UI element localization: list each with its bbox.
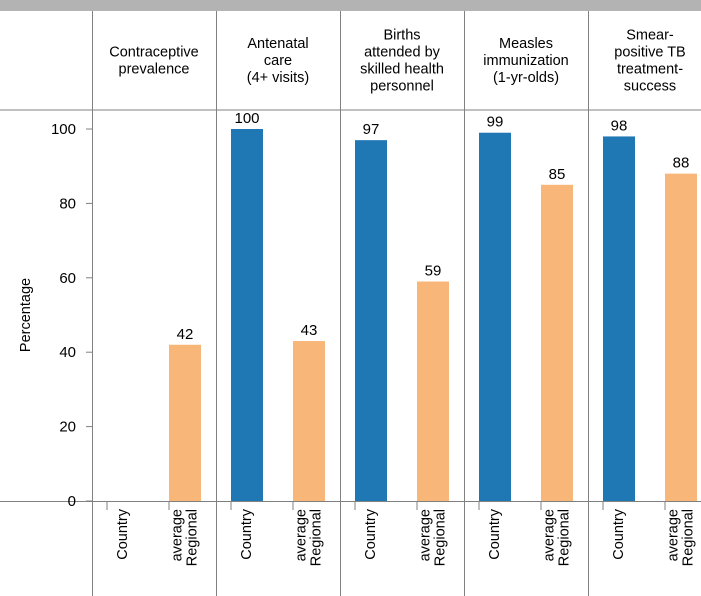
category-header: Births attended by skilled health personnel [360,28,444,95]
series-label: Country [239,508,255,560]
bars: 100 97 99 98 42 43 59 85 88 [169,110,697,502]
series-label: average [542,509,558,561]
bar [231,129,263,501]
series-label: Country [487,508,503,560]
bar [355,140,387,501]
bar [479,132,511,501]
bar [169,344,201,501]
category-header: Measles immunization (1-yr-olds) [483,36,568,86]
category-header: Smear-positive TB treatment-success [614,28,685,95]
y-tick-label: 60 [59,270,76,287]
y-tick-label: 80 [59,195,76,212]
bar-value-label: 85 [549,166,566,183]
bar-value-label: 59 [425,263,442,280]
series-label: Regional [185,509,201,566]
series-label: average [666,509,682,561]
bar [417,281,449,501]
bar-value-label: 100 [234,110,259,127]
series-label: average [170,509,186,561]
series-label: Country [115,508,131,560]
series-label: Country [611,508,627,560]
y-axis-label: Percentage [18,278,34,352]
series-labels: Country Country Country Country Country Regio… [106,501,697,566]
y-axis: 0 20 40 60 80 100 Percentage [18,121,92,510]
y-tick-label: 100 [51,121,76,138]
category-headers: Contraceptive prevalence Antenatal care (4+ … [109,28,685,95]
series-label: Country [363,508,379,560]
y-tick-label: 20 [59,419,76,436]
bar-value-label: 43 [301,322,318,339]
category-header: Contraceptive prevalence [109,45,198,78]
category-header: Antenatal care (4+ visits) [247,36,309,86]
bar-value-label: 88 [673,155,690,172]
series-label: Regional [309,509,325,566]
bar [665,173,697,501]
series-label: Regional [681,509,697,566]
series-label: average [418,509,434,561]
series-label: Regional [433,509,449,566]
bar [293,341,325,501]
bar-value-label: 97 [363,121,380,138]
bar [603,136,635,501]
bar [541,184,573,502]
y-tick-label: 40 [59,344,76,361]
top-band [0,0,701,11]
chart-frame [0,11,701,596]
y-tick-label: 0 [68,493,76,510]
bar-value-label: 99 [487,114,504,131]
bar-value-label: 98 [611,117,628,134]
series-label: average [294,509,310,561]
bar-value-label: 42 [177,326,194,343]
series-label: Regional [557,509,573,566]
